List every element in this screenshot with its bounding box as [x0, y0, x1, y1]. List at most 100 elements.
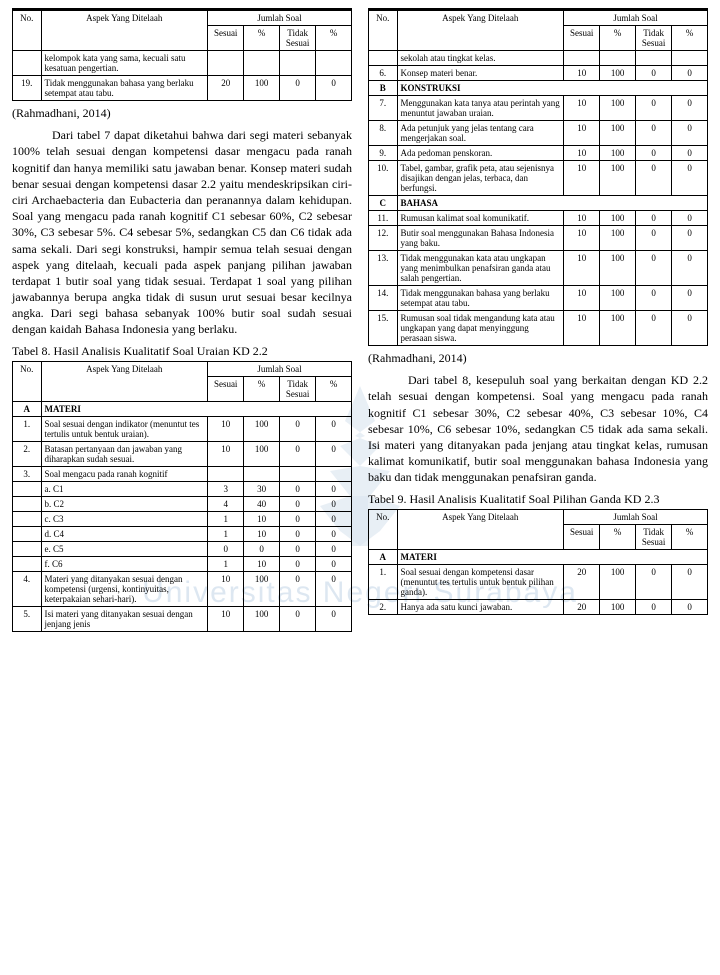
cell-no: 1. — [369, 564, 398, 599]
paragraph-1: Dari tabel 7 dapat diketahui bahwa dari … — [12, 127, 352, 337]
cell-sesuai: 20 — [564, 599, 600, 614]
table-row: 1.Soal sesuai dengan indikator (menuntut… — [13, 416, 352, 441]
cell-tidak: 0 — [636, 211, 672, 226]
th-pct2: % — [672, 524, 708, 549]
source-1: (Rahmadhani, 2014) — [12, 105, 352, 121]
cell-pct: 10 — [244, 511, 280, 526]
th-aspek: Aspek Yang Ditelaah — [41, 361, 208, 401]
section-b-title: KONSTRUKSI — [397, 81, 707, 96]
th-pct: % — [244, 26, 280, 51]
cell-pct2: 0 — [672, 161, 708, 196]
cell-no: 4. — [13, 571, 42, 606]
cell-pct2: 0 — [316, 571, 352, 606]
source-2: (Rahmadhani, 2014) — [368, 350, 708, 366]
table-row: 13.Tidak menggunakan kata atau ungkapan … — [369, 251, 708, 286]
table-row: 9.Ada pedoman penskoran.1010000 — [369, 146, 708, 161]
cell-pct2 — [316, 51, 352, 76]
cell-pct2: 0 — [316, 76, 352, 101]
cell-aspek: Butir soal menggunakan Bahasa Indonesia … — [397, 226, 564, 251]
cell-tidak: 0 — [636, 311, 672, 346]
cell-aspek: Konsep materi benar. — [397, 66, 564, 81]
section-a-title: MATERI — [397, 549, 707, 564]
cell-no — [13, 496, 42, 511]
cell-pct2: 0 — [672, 251, 708, 286]
cell-no: 1. — [13, 416, 42, 441]
cell-pct: 100 — [244, 606, 280, 631]
cell-no: 11. — [369, 211, 398, 226]
cell-tidak: 0 — [636, 96, 672, 121]
th-sesuai: Sesuai — [208, 376, 244, 401]
cell-aspek: Soal sesuai dengan kompetensi dasar (men… — [397, 564, 564, 599]
cell-pct2: 0 — [316, 526, 352, 541]
cell-aspek: Batasan pertanyaan dan jawaban yang diha… — [41, 441, 208, 466]
cell-no — [13, 51, 42, 76]
th-no: No. — [13, 361, 42, 401]
th-pct2: % — [316, 376, 352, 401]
cell-tidak: 0 — [636, 286, 672, 311]
cell-sesuai: 0 — [208, 541, 244, 556]
cell-sesuai: 1 — [208, 556, 244, 571]
th-no: No. — [369, 10, 398, 51]
cell-pct: 100 — [244, 571, 280, 606]
cell-tidak: 0 — [280, 481, 316, 496]
table-row: 12.Butir soal menggunakan Bahasa Indones… — [369, 226, 708, 251]
cell-aspek: Ada pedoman penskoran. — [397, 146, 564, 161]
cell-no: 15. — [369, 311, 398, 346]
cell-pct2: 0 — [672, 226, 708, 251]
cell-sesuai: 10 — [208, 571, 244, 606]
cell-pct2: 0 — [316, 511, 352, 526]
cell-aspek: Materi yang ditanyakan sesuai dengan kom… — [41, 571, 208, 606]
cell-tidak: 0 — [636, 121, 672, 146]
table-row: sekolah atau tingkat kelas. — [369, 51, 708, 66]
cell-tidak: 0 — [280, 571, 316, 606]
cell-sesuai: 1 — [208, 511, 244, 526]
cell-aspek: Ada petunjuk yang jelas tentang cara men… — [397, 121, 564, 146]
cell-pct2: 0 — [316, 496, 352, 511]
section-c-label: C — [369, 196, 398, 211]
cell-sesuai: 10 — [208, 416, 244, 441]
cell-aspek: Menggunakan kata tanya atau perintah yan… — [397, 96, 564, 121]
cell-pct2: 0 — [316, 416, 352, 441]
cell-pct: 100 — [244, 416, 280, 441]
cell-sesuai: 10 — [564, 286, 600, 311]
cell-aspek: Soal mengacu pada ranah kognitif — [41, 466, 208, 481]
section-b-label: B — [369, 81, 398, 96]
table-row: 2.Hanya ada satu kunci jawaban.2010000 — [369, 599, 708, 614]
cell-no: 19. — [13, 76, 42, 101]
cell-pct — [244, 466, 280, 481]
cell-sesuai: 10 — [564, 211, 600, 226]
cell-aspek: Tabel, gambar, grafik peta, atau sejenis… — [397, 161, 564, 196]
cell-tidak: 0 — [636, 161, 672, 196]
cell-pct2: 0 — [672, 96, 708, 121]
section-a-row: A MATERI — [369, 549, 708, 564]
table-row: 7.Menggunakan kata tanya atau perintah y… — [369, 96, 708, 121]
right-column: No. Aspek Yang Ditelaah Jumlah Soal Sesu… — [368, 8, 708, 636]
cell-aspek: Rumusan soal tidak mengandung kata atau … — [397, 311, 564, 346]
cell-no — [13, 526, 42, 541]
th-pct: % — [600, 524, 636, 549]
cell-tidak — [636, 51, 672, 66]
cell-tidak: 0 — [636, 564, 672, 599]
cell-tidak: 0 — [280, 511, 316, 526]
cell-tidak: 0 — [280, 541, 316, 556]
cell-pct: 0 — [244, 541, 280, 556]
cell-pct: 40 — [244, 496, 280, 511]
th-pct2: % — [316, 26, 352, 51]
cell-tidak: 0 — [636, 66, 672, 81]
table-row: 15.Rumusan soal tidak mengandung kata at… — [369, 311, 708, 346]
cell-cog-label: b. C2 — [41, 496, 208, 511]
cell-no — [369, 51, 398, 66]
cell-pct: 10 — [244, 526, 280, 541]
cell-no: 2. — [369, 599, 398, 614]
th-jumlah: Jumlah Soal — [208, 361, 352, 376]
table-row: 5.Isi materi yang ditanyakan sesuai deng… — [13, 606, 352, 631]
cell-aspek: Soal sesuai dengan indikator (menuntut t… — [41, 416, 208, 441]
cell-pct2: 0 — [316, 541, 352, 556]
table-row: 11.Rumusan kalimat soal komunikatif.1010… — [369, 211, 708, 226]
cell-sesuai — [208, 51, 244, 76]
cell-no: 6. — [369, 66, 398, 81]
cell-pct2 — [316, 466, 352, 481]
cell-no: 3. — [13, 466, 42, 481]
cell-aspek: sekolah atau tingkat kelas. — [397, 51, 564, 66]
cell-aspek: Hanya ada satu kunci jawaban. — [397, 599, 564, 614]
